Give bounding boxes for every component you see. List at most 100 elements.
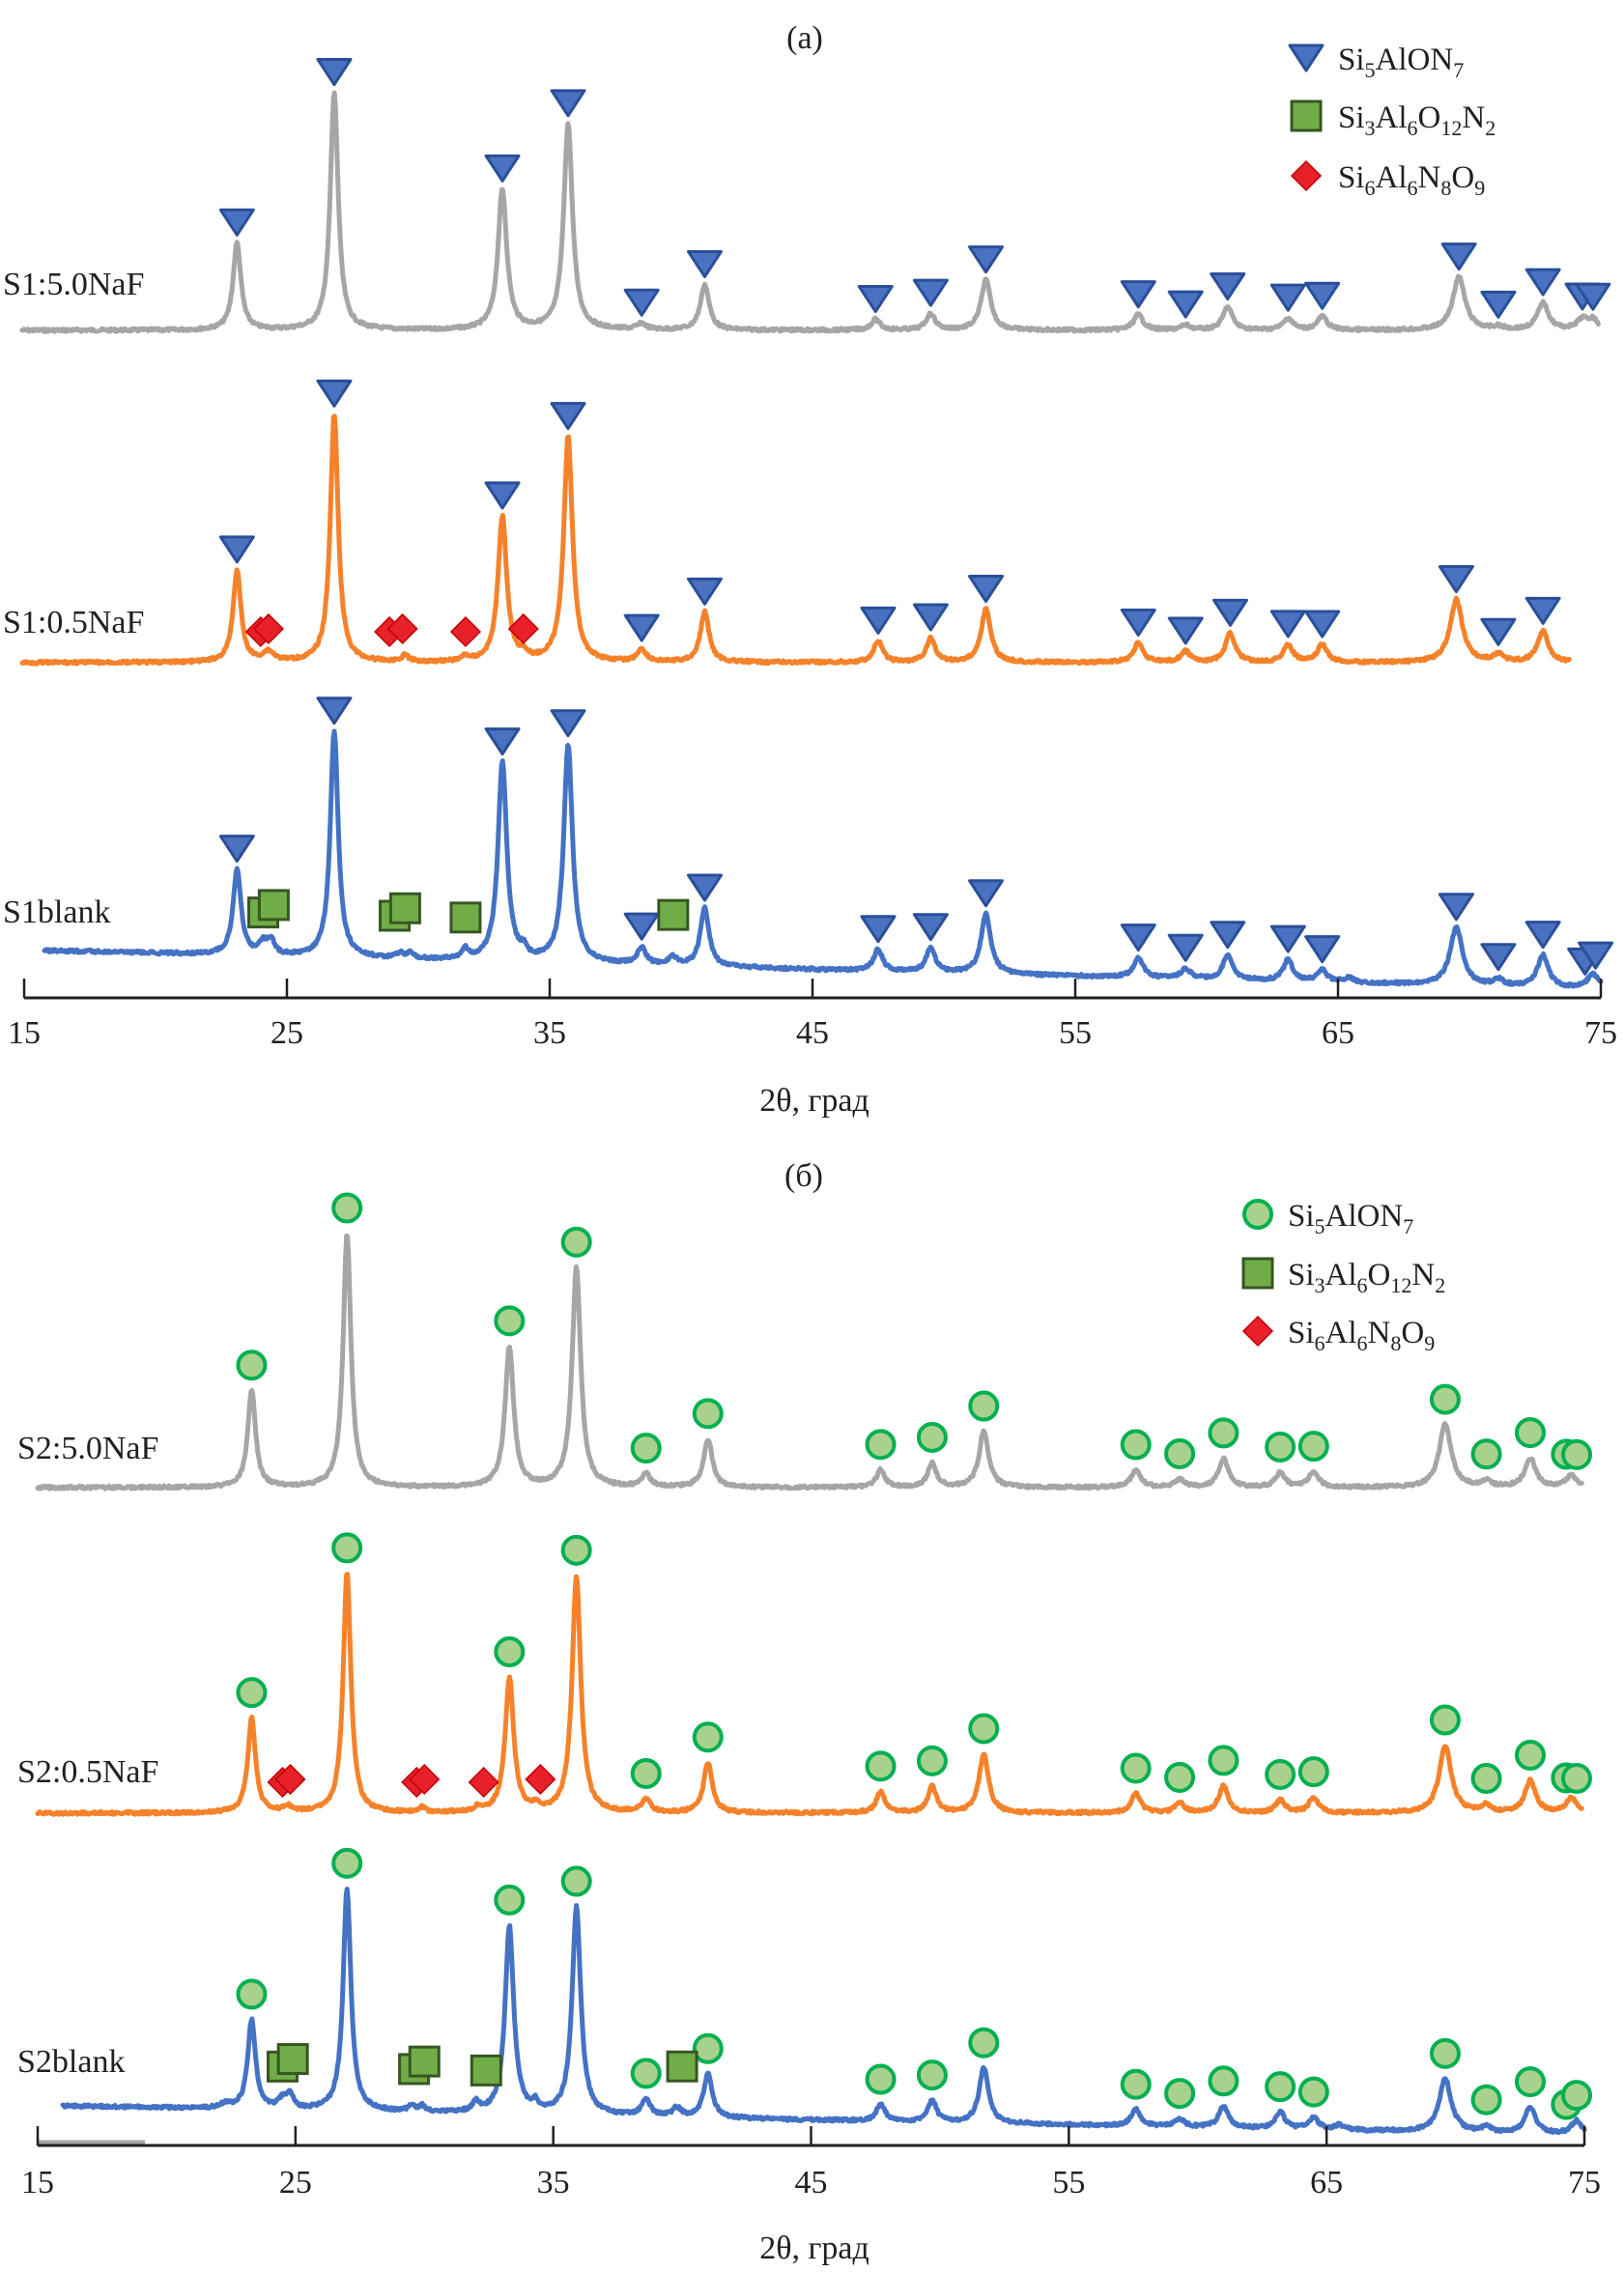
circle-marker xyxy=(1208,1745,1239,1776)
triangle-down-marker xyxy=(1524,268,1561,297)
circle-marker xyxy=(1297,1756,1329,1788)
panel-a: (a) S1:5.0NaF S1:0.5NaF S1blank 15 25 35 45… xyxy=(3,20,1617,1119)
legend-entry: Si5AlON7 xyxy=(1242,1199,1413,1238)
x-tick-label: 45 xyxy=(795,2165,828,2201)
trace-label-s2blank: S2blank xyxy=(17,2044,125,2080)
diamond-marker xyxy=(525,1763,556,1796)
circle-marker xyxy=(865,2063,897,2095)
circle-marker xyxy=(1470,2084,1502,2116)
trace-label-s2-0-5naf: S2:0.5NaF xyxy=(17,1754,158,1790)
circle-marker xyxy=(692,1398,724,1430)
circle-marker xyxy=(494,1636,526,1668)
circle-marker xyxy=(560,1226,592,1258)
circle-marker xyxy=(1514,2066,1546,2098)
circle-marker xyxy=(1208,1417,1239,1449)
triangle-down-marker xyxy=(1211,598,1248,627)
traces-a xyxy=(19,90,1604,989)
circle-marker xyxy=(1164,1437,1196,1469)
trace-s1-5-0naf xyxy=(19,90,1601,334)
legend-entry: Si3Al6O12N2 xyxy=(1241,1257,1445,1297)
triangle-down-marker xyxy=(860,915,897,944)
circle-marker xyxy=(1120,1429,1152,1461)
legend-label: Si6Al6N8O9 xyxy=(1288,1316,1435,1355)
circle-marker xyxy=(560,1534,592,1566)
triangle-down-marker xyxy=(968,575,1005,604)
circle-marker xyxy=(1429,1383,1461,1415)
circle-marker xyxy=(1560,2080,1592,2112)
triangle-down-marker xyxy=(1480,617,1517,646)
circle-marker xyxy=(236,1677,268,1709)
triangle-down-marker xyxy=(1438,565,1474,594)
triangle-down-marker xyxy=(686,873,723,902)
triangle-down-marker xyxy=(623,912,660,941)
square-marker xyxy=(666,2050,698,2083)
triangle-down-marker xyxy=(550,709,586,738)
diamond-legend-icon xyxy=(1241,1315,1274,1348)
trace-s2-5-0naf xyxy=(35,1233,1584,1491)
legend-entry: Si6Al6N8O9 xyxy=(1241,1315,1435,1355)
x-tick-label: 65 xyxy=(1310,2165,1343,2201)
circle-marker xyxy=(1164,2078,1196,2110)
triangle-down-marker xyxy=(1269,610,1306,639)
x-tick-label: 25 xyxy=(279,2165,312,2201)
square-marker xyxy=(257,889,290,922)
x-tick-label: 15 xyxy=(21,2165,54,2201)
panel-label-b: (б) xyxy=(784,1158,823,1194)
triangle-down-marker xyxy=(1269,283,1306,312)
diamond-legend-icon xyxy=(1290,159,1323,192)
trace-label-s1-5-0naf: S1:5.0NaF xyxy=(3,267,144,302)
x-axis-a: 15 25 35 45 55 65 75 xyxy=(8,979,1617,1051)
trace-s2blank xyxy=(60,1887,1587,2136)
triangle-down-marker xyxy=(1210,272,1246,301)
circle-marker xyxy=(236,1978,268,2010)
triangle-down-marker xyxy=(550,402,586,431)
trace-label-s2-5-0naf: S2:5.0NaF xyxy=(17,1431,158,1466)
square-marker xyxy=(470,2054,502,2087)
x-tick-label: 45 xyxy=(796,1015,829,1051)
trace-s1blank xyxy=(42,728,1604,989)
circle-marker xyxy=(1120,2068,1152,2100)
triangle-down-marker xyxy=(1575,282,1611,311)
square-marker xyxy=(657,898,690,931)
square-legend-icon xyxy=(1290,99,1323,132)
triangle-down-marker xyxy=(1304,281,1341,310)
circle-marker xyxy=(968,2027,1000,2059)
legend-label: Si3Al6O12N2 xyxy=(1338,100,1496,140)
x-tick-label: 15 xyxy=(8,1015,41,1051)
triangle-down-marker xyxy=(316,379,353,408)
triangle-down-marker xyxy=(1524,596,1561,625)
x-tick-label: 75 xyxy=(1568,2165,1601,2201)
x-tick-label: 55 xyxy=(1059,1015,1092,1051)
legend-b: Si5AlON7 Si3Al6O12N2 Si6Al6N8O9 xyxy=(1241,1199,1445,1355)
circle-marker xyxy=(968,1390,1000,1422)
circle-marker xyxy=(968,1713,1000,1745)
circle-marker xyxy=(494,1884,526,1916)
diamond-marker xyxy=(252,612,285,645)
x-tick-label: 35 xyxy=(533,1015,566,1051)
circle-marker xyxy=(494,1305,526,1337)
circle-marker xyxy=(1470,1763,1502,1795)
diamond-marker xyxy=(468,1766,499,1799)
triangle-down-marker xyxy=(686,249,723,278)
legend-label: Si3Al6O12N2 xyxy=(1288,1258,1445,1297)
circle-marker xyxy=(1164,1761,1196,1793)
square-legend-icon xyxy=(1241,1257,1274,1290)
legend-label: Si5AlON7 xyxy=(1338,43,1464,82)
diamond-marker xyxy=(507,612,539,645)
circle-marker xyxy=(916,1745,948,1776)
trace-label-s1-0-5naf: S1:0.5NaF xyxy=(3,605,144,640)
circle-marker xyxy=(1297,1431,1329,1463)
trace-label-s1blank: S1blank xyxy=(3,895,110,930)
circle-marker xyxy=(916,2059,948,2091)
triangle-down-marker xyxy=(860,606,897,635)
x-axis-title-a: 2θ, град xyxy=(759,1083,869,1119)
square-marker xyxy=(449,901,482,934)
circle-marker xyxy=(1560,1438,1592,1470)
square-marker xyxy=(408,2045,441,2078)
square-marker xyxy=(276,2043,309,2076)
triangle-down-marker xyxy=(484,481,521,510)
triangle-down-marker xyxy=(1120,608,1156,637)
x-axis-title-b: 2θ, град xyxy=(759,2230,869,2266)
